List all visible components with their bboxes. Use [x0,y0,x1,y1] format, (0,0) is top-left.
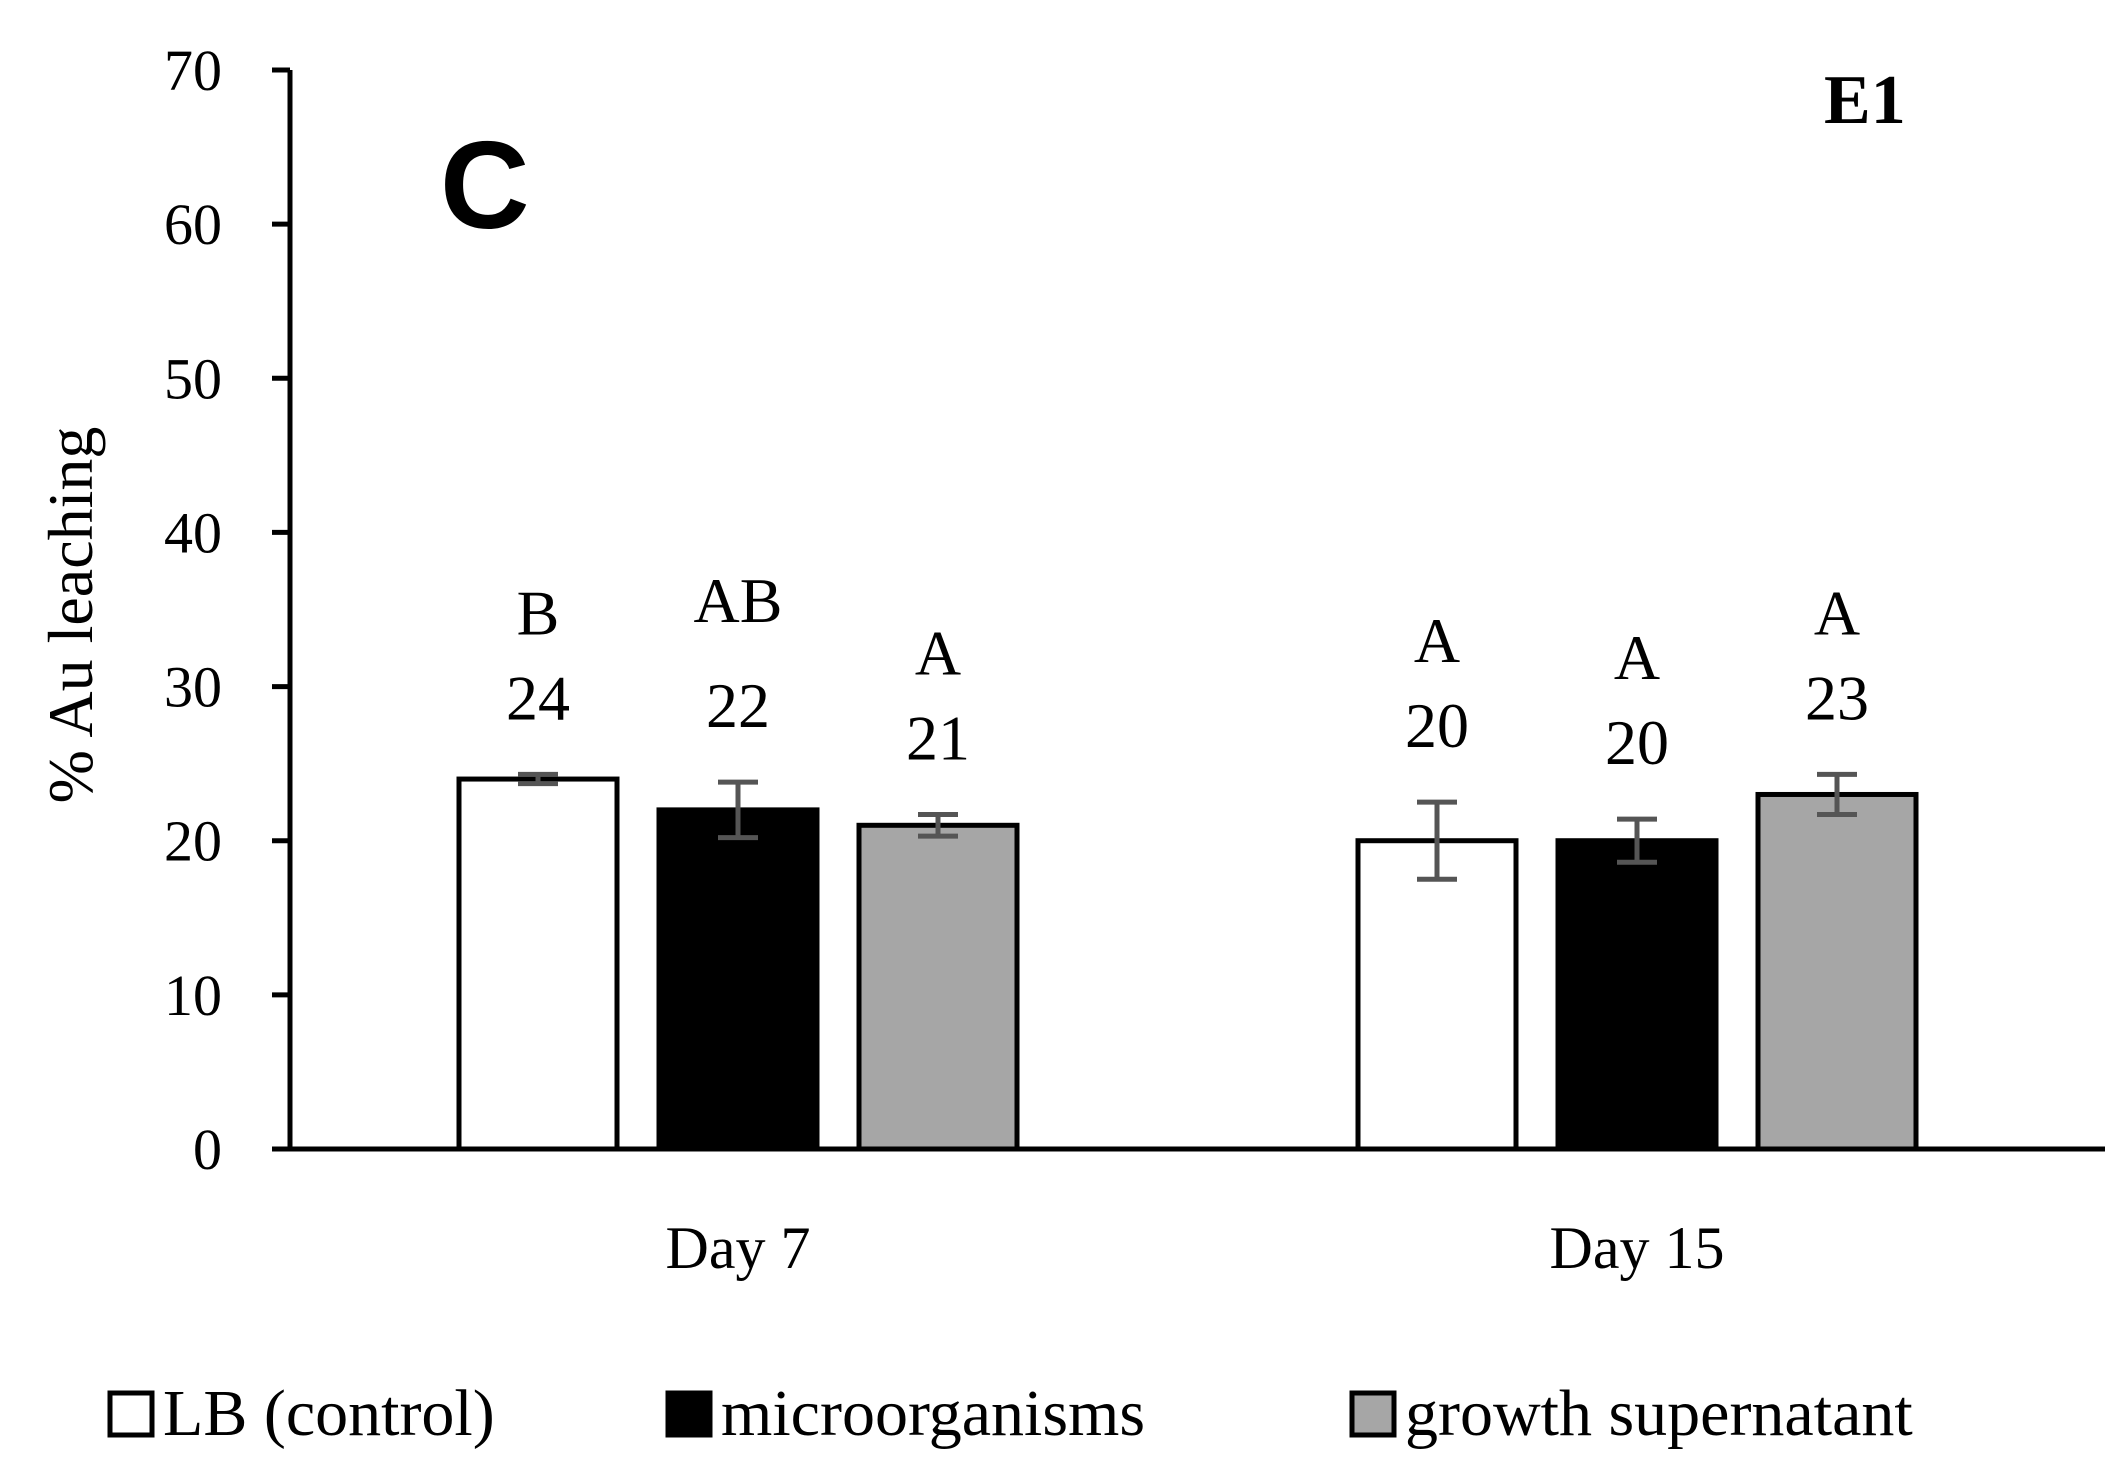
bars-layer: 24 B 22 AB 21 A 20 A 20 A 23 A [456,565,1919,1152]
y-tick-label: 60 [164,192,222,257]
legend-label: LB (control) [163,1377,495,1450]
bar[interactable] [1755,791,1919,1152]
significance-letter: A [1614,622,1660,693]
significance-letter: A [1814,577,1860,648]
legend: LB (control) microorganisms growth superna… [107,1377,1913,1450]
y-tick-label: 30 [164,655,222,720]
legend-label: growth supernatant [1405,1377,1913,1450]
significance-letter: A [1414,605,1460,676]
x-category-label: Day 7 [666,1215,811,1281]
y-tick-label: 40 [164,500,222,565]
x-category-label: Day 15 [1550,1215,1725,1281]
y-tick-label: 20 [164,809,222,874]
bar[interactable] [1555,838,1719,1152]
significance-letter: A [915,618,961,689]
data-label: 21 [906,703,970,774]
y-tick-label: 70 [164,38,222,103]
y-tick-label: 50 [164,346,222,411]
y-axis-label: % Au leaching [35,427,106,804]
legend-swatch [665,1390,713,1438]
data-label: 23 [1805,662,1869,733]
y-tick-label: 0 [193,1117,222,1182]
data-label: 20 [1605,707,1669,778]
significance-letter: B [517,577,560,648]
axes: 0 10 20 30 40 50 60 70 Day 7 Day 15 [164,38,2105,1281]
data-label: 24 [506,662,570,733]
data-label: 22 [706,670,770,741]
legend-swatch [1349,1390,1397,1438]
legend-label: microorganisms [721,1377,1145,1450]
experiment-label: E1 [1824,62,1906,139]
legend-swatch [107,1390,155,1438]
data-label: 20 [1405,690,1469,761]
panel-label: C [440,117,530,255]
bar[interactable] [856,822,1020,1152]
bar[interactable] [456,776,620,1152]
bar[interactable] [656,807,820,1152]
y-tick-label: 10 [164,963,222,1028]
significance-letter: AB [694,565,783,636]
bar[interactable] [1355,838,1519,1152]
